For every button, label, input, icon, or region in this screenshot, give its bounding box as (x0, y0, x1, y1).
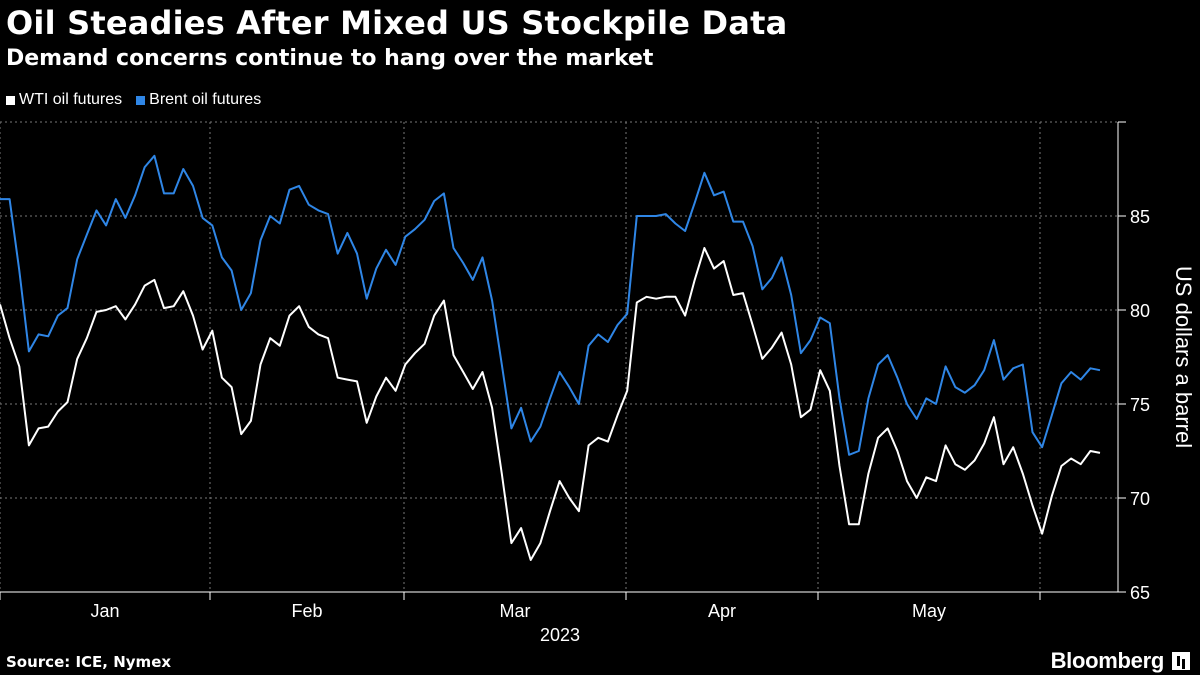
series-line-wti (0, 247, 1101, 561)
legend-item-brent: Brent oil futures (136, 91, 261, 109)
chart-subtitle: Demand concerns continue to hang over th… (6, 46, 654, 71)
brand-name: Bloomberg (1050, 648, 1165, 673)
legend-label-wti: WTI oil futures (19, 91, 123, 108)
legend: WTI oil futures Brent oil futures (6, 91, 261, 109)
bloomberg-terminal-icon (1172, 652, 1190, 670)
source-note: Source: ICE, Nymex (6, 653, 172, 671)
chart-title: Oil Steadies After Mixed US Stockpile Da… (6, 4, 788, 42)
y-tick-label-70: 70 (1130, 489, 1150, 509)
legend-swatch-brent (136, 95, 146, 105)
series-line-brent (0, 154, 1101, 456)
y-tick-label-80: 80 (1130, 301, 1150, 321)
x-tick-label-mar: Mar (500, 601, 531, 621)
legend-item-wti: WTI oil futures (6, 91, 122, 109)
legend-label-brent: Brent oil futures (149, 91, 262, 108)
y-tick-label-65: 65 (1130, 583, 1150, 603)
x-tick-label-apr: Apr (708, 601, 736, 621)
y-axis-label: US dollars a barrel (1171, 266, 1196, 448)
y-tick-label-75: 75 (1130, 395, 1150, 415)
x-tick-label-may: May (912, 601, 946, 621)
x-axis-year-label: 2023 (540, 625, 580, 645)
x-tick-label-jan: Jan (90, 601, 119, 621)
brand-logo: Bloomberg (1051, 648, 1190, 674)
legend-swatch-wti (6, 95, 15, 105)
x-tick-label-feb: Feb (291, 601, 322, 621)
y-tick-label-85: 85 (1130, 207, 1150, 227)
